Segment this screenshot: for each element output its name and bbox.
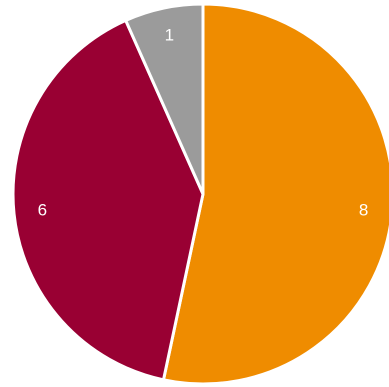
pie-slice-1 xyxy=(162,2,389,386)
pie-slice-label-3: 1 xyxy=(165,26,174,45)
pie-slice-2 xyxy=(11,18,205,382)
pie-slice-label-1: 8 xyxy=(359,200,368,219)
pie-slice-label-2: 6 xyxy=(38,200,47,219)
pie-slice-3 xyxy=(124,2,205,196)
